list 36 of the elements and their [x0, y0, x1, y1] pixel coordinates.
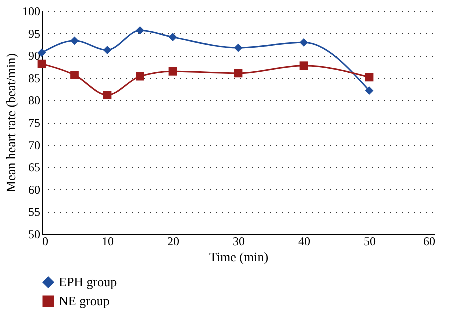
legend-label: NE group — [59, 294, 110, 308]
y-axis-title: Mean heart rate (beat/min) — [4, 54, 18, 192]
point — [300, 62, 308, 70]
y-tick-label: 85 — [28, 71, 40, 86]
y-tick-label: 75 — [28, 116, 40, 130]
point — [234, 44, 243, 52]
y-tick-label: 65 — [28, 160, 40, 175]
point — [365, 73, 374, 82]
y-tick-label: 55 — [28, 205, 40, 220]
y-tick-label: 60 — [28, 182, 40, 197]
y-tick-label: 90 — [28, 49, 40, 64]
point — [103, 91, 112, 100]
x-tick-label: 0 — [42, 234, 48, 248]
x-tick-label: 60 — [424, 234, 436, 248]
y-tick-label: 80 — [28, 94, 40, 108]
legend-label: EPH group — [59, 274, 118, 290]
point — [38, 60, 46, 68]
x-axis-title: Time (min) — [209, 250, 269, 264]
point — [136, 26, 144, 35]
y-tick-label: 95 — [28, 26, 40, 41]
point — [168, 33, 178, 42]
x-tick-label: 10 — [102, 234, 114, 248]
point — [70, 36, 79, 46]
x-tick-label: 30 — [233, 234, 245, 248]
point — [234, 69, 243, 78]
x-tick-label: 50 — [364, 234, 376, 248]
point — [103, 46, 112, 54]
x-tick-label: 20 — [168, 234, 180, 248]
point — [300, 38, 308, 47]
y-tick-label: 100 — [22, 4, 40, 18]
point — [168, 67, 178, 76]
x-tick-label: 40 — [298, 234, 310, 248]
point — [136, 72, 144, 81]
point — [365, 86, 374, 96]
point — [70, 71, 79, 80]
y-tick-label: 70 — [28, 138, 40, 152]
